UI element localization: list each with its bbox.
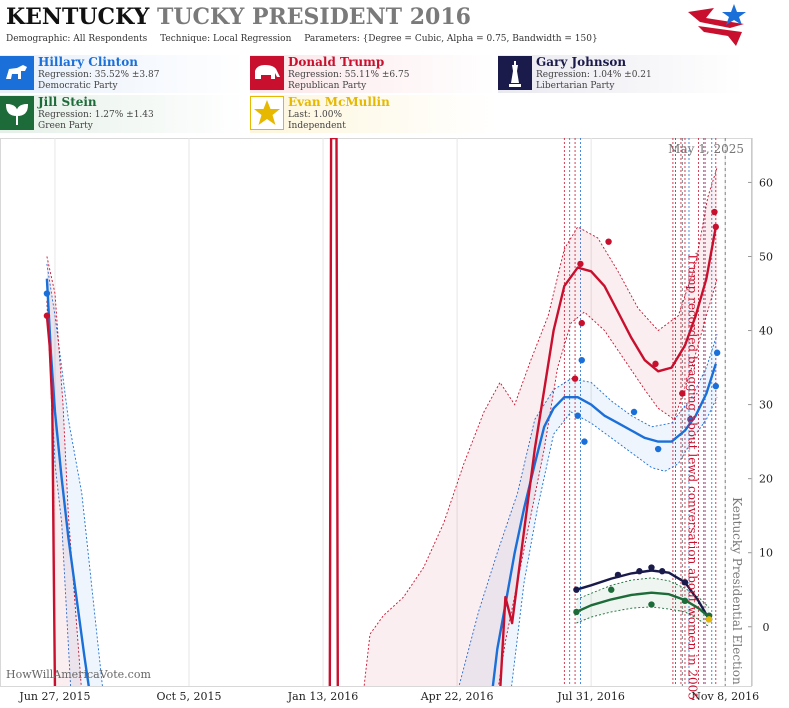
legend-stein[interactable]: Jill Stein Regression: 1.27% ±1.43 Green P…	[0, 95, 246, 133]
y-tick-label: 20	[759, 473, 773, 486]
candidate-party: Independent	[288, 121, 346, 131]
poll-point-trump	[679, 390, 686, 397]
x-tick-label: Jul 31, 2016	[556, 690, 625, 703]
x-tick-label: Jun 27, 2015	[18, 690, 90, 703]
poll-point-stein	[648, 601, 655, 608]
liberty-icon	[498, 56, 532, 90]
poll-point-clinton	[712, 382, 720, 390]
regression-chart: Jun 27, 2015 Oct 5, 2015 Jan 13, 2016 Apr 2…	[0, 138, 773, 703]
trend-line-stein	[575, 591, 710, 619]
poll-point-clinton	[654, 445, 662, 453]
x-tick-label: Apr 22, 2016	[420, 690, 494, 703]
chart-area: Jun 27, 2015 Oct 5, 2015 Jan 13, 2016 Apr 2…	[0, 138, 789, 704]
x-tick-label: Jan 13, 2016	[287, 690, 359, 703]
poll-point-clinton	[581, 438, 588, 445]
title-rest: TUCKY PRESIDENT 2016	[156, 4, 471, 30]
plot-layer	[43, 138, 726, 686]
candidate-regression: Last: 1.00%	[288, 110, 343, 120]
legend-mcmullin[interactable]: Evan McMullin Last: 1.00% Independent	[250, 95, 496, 133]
candidate-party: Republican Party	[288, 81, 367, 91]
legend-trump[interactable]: Donald Trump Regression: 55.11% ±6.75 Repu…	[250, 55, 496, 93]
band-lower-trump	[46, 278, 718, 686]
watermark: HowWillAmericaVote.com	[6, 668, 151, 681]
band-lower-clinton	[46, 300, 718, 686]
candidate-regression: Regression: 55.11% ±6.75	[288, 70, 410, 80]
poll-point-trump	[652, 360, 659, 368]
poll-point-johnson	[648, 564, 655, 571]
x-tick-label: Oct 5, 2015	[156, 690, 221, 703]
poll-point-trump	[712, 223, 720, 231]
legend-clinton[interactable]: Hillary Clinton Regression: 35.52% ±3.87 D…	[0, 55, 246, 93]
candidate-name: Donald Trump	[288, 55, 385, 69]
poll-point-johnson	[636, 568, 643, 575]
poll-point-trump	[605, 238, 612, 245]
y-tick-label: 10	[759, 547, 773, 560]
demographic-label: Demographic: All Respondents	[6, 34, 148, 44]
poll-point-trump	[711, 208, 718, 216]
candidate-name: Evan McMullin	[288, 95, 390, 109]
donkey-icon	[0, 56, 34, 90]
title-state: KENTUCKY	[6, 4, 150, 30]
candidate-name: Hillary Clinton	[38, 55, 138, 69]
poll-point-clinton	[713, 349, 721, 356]
annotation-trump-tape: Trump recorded bragging about lewd conve…	[685, 253, 699, 700]
leaf-icon	[0, 96, 34, 130]
poll-point-johnson	[658, 568, 666, 575]
legend-johnson[interactable]: Gary Johnson Regression: 1.04% ±0.21 Liber…	[498, 55, 744, 93]
date-label: May 1, 2025	[668, 142, 744, 156]
site-logo-icon[interactable]	[684, 2, 750, 50]
band-upper-clinton	[46, 263, 718, 686]
poll-point-johnson	[573, 586, 580, 593]
y-tick-label: 30	[759, 399, 773, 412]
poll-point-johnson	[681, 579, 689, 586]
poll-point-clinton	[630, 408, 638, 416]
candidate-name: Gary Johnson	[536, 55, 627, 69]
poll-point-clinton	[578, 356, 585, 364]
poll-point-trump	[577, 260, 584, 268]
y-tick-label: 50	[759, 250, 773, 263]
trend-line-trump	[45, 138, 717, 686]
poll-point-johnson	[614, 571, 622, 579]
poll-point-trump	[571, 375, 579, 382]
candidate-name: Jill Stein	[38, 95, 97, 109]
poll-point-trump	[43, 312, 51, 319]
candidate-regression: Regression: 35.52% ±3.87	[38, 70, 160, 80]
x-tick-label: Nov 8, 2016	[691, 690, 759, 703]
poll-point-clinton	[43, 290, 51, 297]
technique-label: Technique: Local Regression	[160, 34, 292, 44]
parameters-label: Parameters: {Degree = Cubic, Alpha = 0.7…	[304, 34, 598, 44]
poll-point-stein	[608, 586, 615, 593]
candidate-regression: Regression: 1.04% ±0.21	[536, 70, 652, 80]
star-icon	[250, 96, 284, 130]
page-title: KENTUCKY TUCKY PRESIDENT 2016	[6, 4, 471, 30]
candidate-party: Democratic Party	[38, 81, 118, 91]
candidate-party: Libertarian Party	[536, 81, 615, 91]
annotation-election: Kentucky Presidential Election	[730, 497, 744, 685]
y-tick-label: 40	[759, 325, 773, 338]
poll-point-stein	[681, 597, 689, 605]
elephant-icon	[250, 56, 284, 90]
parameters-line: Demographic: All Respondents Technique: …	[6, 34, 608, 44]
poll-point-clinton	[687, 416, 694, 423]
y-tick-label: 60	[759, 176, 773, 189]
poll-point-trump	[578, 319, 585, 327]
poll-point-clinton	[574, 412, 581, 419]
poll-point-mcmullin	[705, 616, 713, 623]
candidate-regression: Regression: 1.27% ±1.43	[38, 110, 154, 120]
trend-line-clinton	[45, 278, 717, 686]
candidate-party: Green Party	[38, 121, 93, 131]
y-tick-label: 0	[763, 621, 770, 634]
poll-point-stein	[573, 608, 580, 616]
